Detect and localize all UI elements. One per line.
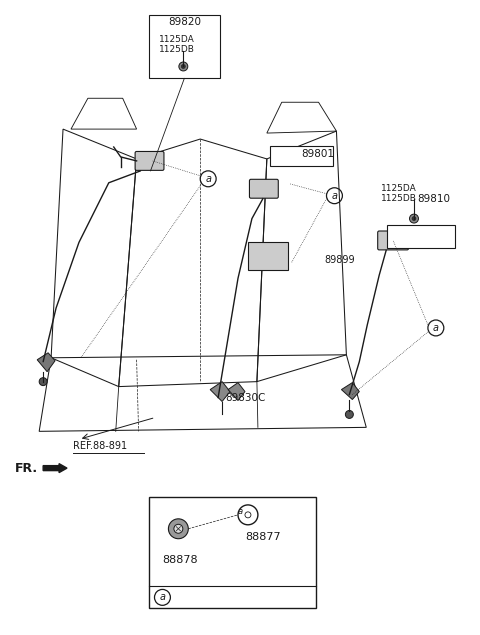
Text: 88877: 88877 bbox=[245, 531, 281, 542]
FancyBboxPatch shape bbox=[135, 152, 164, 170]
Text: FR.: FR. bbox=[15, 462, 38, 474]
Polygon shape bbox=[341, 383, 360, 399]
Circle shape bbox=[181, 65, 185, 69]
Circle shape bbox=[179, 62, 188, 71]
Circle shape bbox=[412, 217, 416, 220]
FancyBboxPatch shape bbox=[250, 179, 278, 198]
Text: 89810: 89810 bbox=[417, 194, 450, 204]
Text: 1125DA: 1125DA bbox=[158, 35, 194, 44]
Text: 1125DB: 1125DB bbox=[158, 44, 194, 53]
Text: a: a bbox=[205, 174, 211, 184]
FancyBboxPatch shape bbox=[378, 231, 408, 250]
Circle shape bbox=[39, 378, 47, 385]
Text: 89801: 89801 bbox=[301, 149, 335, 159]
Bar bbox=[148, 497, 315, 608]
Circle shape bbox=[409, 214, 419, 223]
Text: 89899: 89899 bbox=[324, 255, 355, 265]
Circle shape bbox=[174, 525, 183, 533]
Text: REF.88-891: REF.88-891 bbox=[73, 441, 127, 451]
Bar bbox=[270, 146, 334, 166]
FancyArrow shape bbox=[43, 464, 67, 472]
Text: a: a bbox=[433, 323, 439, 333]
Text: 89820: 89820 bbox=[168, 17, 201, 27]
Text: 89830C: 89830C bbox=[225, 392, 265, 403]
Text: a: a bbox=[332, 190, 337, 201]
Bar bbox=[387, 225, 455, 248]
Polygon shape bbox=[37, 353, 55, 371]
Bar bbox=[148, 15, 220, 78]
Polygon shape bbox=[210, 382, 230, 401]
Text: 1125DB: 1125DB bbox=[381, 194, 417, 203]
Text: a: a bbox=[238, 507, 242, 516]
Text: 88878: 88878 bbox=[162, 554, 198, 565]
Polygon shape bbox=[228, 383, 245, 401]
Circle shape bbox=[346, 410, 353, 418]
Circle shape bbox=[168, 519, 188, 538]
Text: 1125DA: 1125DA bbox=[381, 184, 417, 193]
Bar bbox=[248, 243, 288, 271]
Text: a: a bbox=[159, 592, 166, 603]
